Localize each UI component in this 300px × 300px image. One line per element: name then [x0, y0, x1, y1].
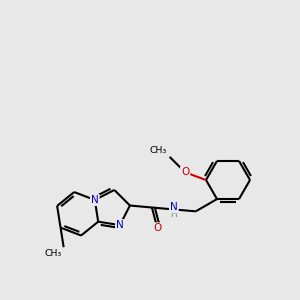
Text: H: H — [170, 210, 177, 219]
Text: O: O — [153, 224, 161, 233]
Text: O: O — [181, 167, 189, 177]
Text: N: N — [116, 220, 124, 230]
Text: N: N — [170, 202, 178, 212]
Text: N: N — [91, 195, 99, 205]
Text: CH₃: CH₃ — [149, 146, 167, 155]
Text: CH₃: CH₃ — [44, 249, 62, 258]
